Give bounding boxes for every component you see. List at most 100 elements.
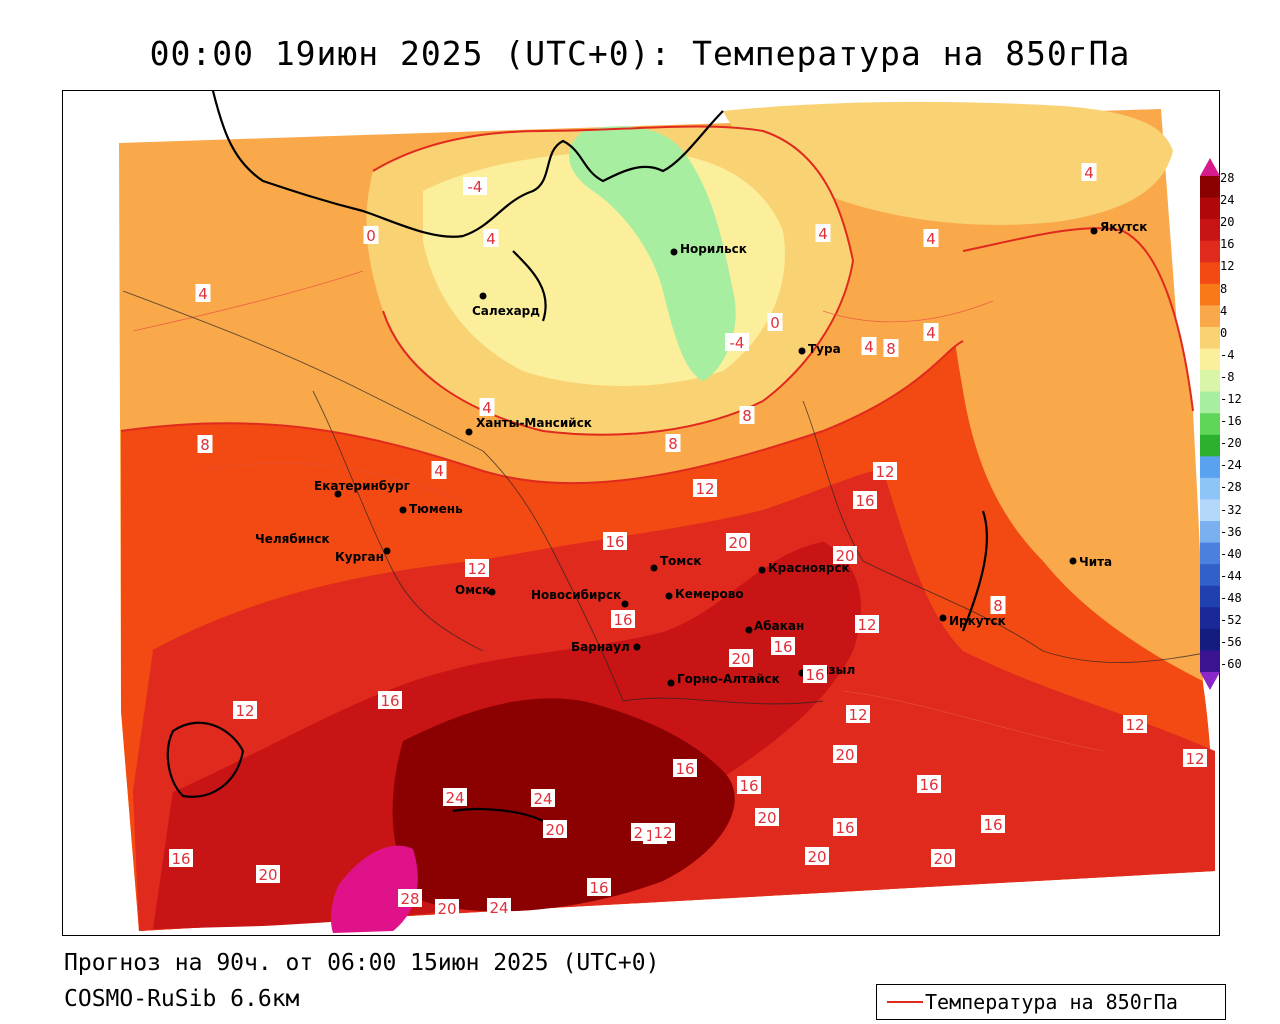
isotherm-label-bg xyxy=(923,229,939,247)
city-norilsk: Норильск xyxy=(680,242,747,256)
isotherm-label-bg xyxy=(981,815,1005,833)
colorbar-tick-label: 0 xyxy=(1220,325,1228,340)
city-markers: Якутск Норильск Салехард Тура Ханты-Манс… xyxy=(255,220,1147,687)
coastline xyxy=(166,91,989,822)
colorbar-tick-label: -24 xyxy=(1220,458,1242,473)
isotherm-label-bg xyxy=(755,808,779,826)
zone-28 xyxy=(330,845,418,933)
isotherm-label-bg xyxy=(803,665,827,683)
isotherm-label-bg xyxy=(487,898,511,916)
isotherm-label: 20 xyxy=(757,809,776,827)
zone-8-east xyxy=(951,228,1203,681)
isotherm-label: 16 xyxy=(380,692,399,710)
isotherm-label-bg xyxy=(853,491,877,509)
colorbar-tick-label: -52 xyxy=(1220,613,1242,627)
colorbar-tick-label: 8 xyxy=(1220,281,1228,296)
isotherm-label-bg xyxy=(197,435,213,453)
isotherm-label-bg xyxy=(931,849,955,867)
isotherm-label-bg xyxy=(463,177,487,195)
city-kurgan: Курган xyxy=(335,550,384,564)
isotherm-label-bg xyxy=(833,546,857,564)
page-title: 00:00 19июн 2025 (UTC+0): Температура на… xyxy=(149,34,1131,73)
isotherm-label: 20 xyxy=(437,900,456,918)
colorbar-block xyxy=(1200,477,1220,500)
isotherm-label-bg xyxy=(1123,715,1147,733)
isotherm-label-bg xyxy=(465,559,489,577)
isotherm-label: 20 xyxy=(933,850,952,868)
colorbar-block xyxy=(1200,607,1220,630)
isotherm-label-bg xyxy=(483,229,499,247)
colorbar-tick-label: -32 xyxy=(1220,502,1242,517)
isotherm-label: 16 xyxy=(739,777,758,795)
city-tura: Тура xyxy=(808,342,841,356)
admin-borders xyxy=(122,290,1216,705)
isotherm-label: 16 xyxy=(171,850,190,868)
isotherm-label-bg xyxy=(665,434,681,452)
isotherm-label-bg xyxy=(543,820,567,838)
isotherm-label: 16 xyxy=(675,760,694,778)
isotherm-label-bg xyxy=(378,691,402,709)
colorbar-tick-label: -8 xyxy=(1220,369,1235,384)
isotherm-label: 28 xyxy=(400,890,419,908)
isotherm-label: 12 xyxy=(1125,716,1144,734)
isotherm-label: 4 xyxy=(818,225,828,243)
isotherm-label: -4 xyxy=(468,178,483,196)
colorbar-tick-label: 28 xyxy=(1220,171,1235,185)
isotherm-label: 24 xyxy=(489,899,508,917)
isotherm-label-bg xyxy=(651,823,675,841)
colorbar-tick-label: 12 xyxy=(1220,259,1235,274)
city-abakan: Абакан xyxy=(754,619,804,633)
colorbar-block xyxy=(1200,434,1220,457)
isotherms xyxy=(120,125,1194,792)
colorbar-tick-label: -60 xyxy=(1220,657,1242,672)
isotherm-label-bg xyxy=(1183,749,1207,767)
isotherm-label-bg xyxy=(990,596,1006,614)
zone-minus4 xyxy=(569,126,736,382)
city-krasnoyarsk: Красноярск xyxy=(768,561,850,575)
zone-4-northeast xyxy=(723,101,1173,225)
forecast-info: Прогноз на 90ч. от 06:00 15июн 2025 (UTC… xyxy=(64,950,660,976)
isotherm-label-bg xyxy=(771,637,795,655)
colorbar-block xyxy=(1200,370,1220,393)
zone-24 xyxy=(392,698,735,912)
isotherm-label: 8 xyxy=(668,435,678,453)
isotherm-label: 8 xyxy=(200,436,210,454)
isotherm-label-bg xyxy=(443,788,467,806)
colorbar-tick-label: 16 xyxy=(1220,237,1235,252)
isotherm-label-bg xyxy=(603,532,627,550)
isotherm-label: 16 xyxy=(805,666,824,684)
colorbar-tick-label: -28 xyxy=(1220,480,1242,495)
isotherm-label: 4 xyxy=(434,462,444,480)
legend-label: Температура на 850гПа xyxy=(925,990,1178,1014)
isotherm-label-bg xyxy=(767,313,783,331)
isotherm-label: 4 xyxy=(864,338,874,356)
map-canvas: Якутск Норильск Салехард Тура Ханты-Манс… xyxy=(63,91,1219,935)
city-kemerovo: Кемерово xyxy=(675,587,744,601)
city-tomsk: Томск xyxy=(660,554,702,568)
isotherm-label: 8 xyxy=(886,340,896,358)
colorbar-block xyxy=(1200,283,1220,306)
isotherm-label: 12 xyxy=(467,560,486,578)
isotherm-label-bg xyxy=(883,339,899,357)
isotherm-label-bg xyxy=(363,226,379,244)
colorbar-block xyxy=(1200,305,1220,328)
colorbar-tick-label: -56 xyxy=(1220,635,1242,650)
isotherm-label: 4 xyxy=(198,285,208,303)
city-novosibirsk: Новосибирск xyxy=(531,588,621,602)
map-legend: Температура на 850гПа xyxy=(876,984,1226,1020)
isotherm-label-bg xyxy=(587,878,611,896)
isotherm-label: 8 xyxy=(742,407,752,425)
isotherm-label-bg xyxy=(805,847,829,865)
isotherm-label: 24 xyxy=(533,790,552,808)
isotherm-label: 16 xyxy=(835,819,854,837)
temperature-map[interactable]: Якутск Норильск Салехард Тура Ханты-Манс… xyxy=(62,90,1220,936)
isotherm-label: 12 xyxy=(235,702,254,720)
colorbar-tick-label: -4 xyxy=(1220,347,1235,362)
isotherm-label: -4 xyxy=(730,334,745,352)
isotherm-label-bg xyxy=(611,610,635,628)
isotherm-label: 16 xyxy=(983,816,1002,834)
isotherm-label: 4 xyxy=(926,324,936,342)
isotherm-label-bg xyxy=(726,533,750,551)
colorbar-block xyxy=(1200,391,1220,414)
city-yakutsk: Якутск xyxy=(1100,220,1147,234)
